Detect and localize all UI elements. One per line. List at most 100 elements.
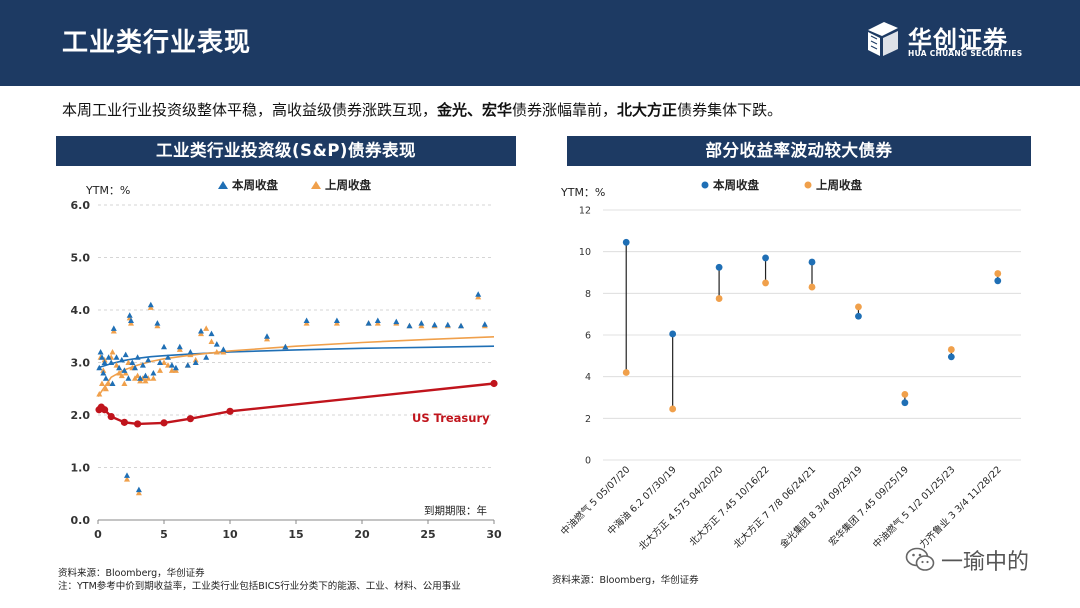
left-legend: 本周收盘 上周收盘 (218, 178, 371, 192)
this-week-point (145, 356, 152, 363)
this-week-point (147, 301, 154, 308)
treasury-point (120, 418, 128, 426)
left-y-tick-label: 1.0 (71, 462, 91, 475)
last-week-point (208, 338, 215, 344)
last-week-point (102, 385, 109, 392)
this-week-point (125, 375, 132, 381)
this-week-point (458, 322, 464, 329)
wechat-icon (905, 547, 935, 571)
header-bar: 工业类行业表现 华创证券 HUA CHUANG SECURITIES (0, 0, 1080, 86)
left-chart-title: 工业类行业投资级(S&P)债券表现 (56, 136, 516, 166)
left-source-note: 资料来源：Bloomberg，华创证券 (58, 568, 205, 579)
this-week-dot (855, 312, 862, 320)
this-week-point (109, 380, 116, 386)
legend-label-last-week: 上周收盘 (325, 178, 371, 192)
legend-label-this-week-r: 本周收盘 (713, 178, 759, 192)
this-week-point (431, 321, 438, 328)
this-week-dot (622, 238, 630, 246)
this-week-point (418, 320, 425, 326)
left-x-tick-label: 20 (354, 528, 370, 540)
logo-cube-icon (868, 22, 898, 56)
right-source-note: 资料来源：Bloomberg，华创证券 (552, 575, 699, 586)
this-week-point (122, 351, 129, 358)
last-week-point (157, 367, 163, 373)
fit-curve (97, 336, 495, 398)
last-week-dot (855, 303, 862, 311)
this-week-point (132, 364, 138, 371)
left-x-axis-label: 到期期限：年 (424, 504, 487, 517)
this-week-point (121, 367, 128, 373)
left-x-tick-label: 0 (94, 528, 102, 540)
this-week-point (282, 343, 289, 350)
left-y-tick-label: 5.0 (71, 252, 91, 265)
left-x-tick-label: 30 (486, 528, 502, 540)
right-y-axis-label: YTM：% (560, 186, 605, 199)
last-week-point (168, 367, 175, 373)
this-week-point (134, 354, 141, 360)
this-week-point (142, 372, 149, 379)
right-category-label: 中油燃气 5 1/2 01/25/23 (870, 464, 957, 551)
last-week-dot (762, 279, 769, 287)
this-week-dot (715, 263, 723, 271)
treasury-point (186, 415, 194, 423)
this-week-point (99, 354, 105, 360)
this-week-point (126, 312, 133, 318)
this-week-point (108, 359, 115, 365)
legend-dot-this-week (701, 181, 709, 189)
left-y-tick-label: 0.0 (71, 514, 91, 527)
left-y-tick-label: 4.0 (71, 304, 91, 317)
ig-bond-scatter-chart: YTM：% 本周收盘 上周收盘 0.0 1.0 2.0 3.0 4.0 5.0 6.0 0 5 1… (71, 178, 502, 540)
legend-dot-last-week (804, 181, 812, 189)
summary-bold-2: 北大方正 (617, 101, 678, 119)
left-y-axis-label: YTM：% (85, 184, 130, 197)
this-week-point (128, 317, 134, 323)
this-week-point (203, 354, 210, 360)
right-y-tick-label: 2 (585, 414, 591, 425)
last-week-point (150, 375, 157, 381)
last-week-dot (715, 295, 723, 302)
last-week-point (113, 362, 120, 368)
last-week-point (161, 359, 167, 365)
last-week-dot (947, 346, 955, 353)
brand-logo: 华创证券 HUA CHUANG SECURITIES (864, 20, 1054, 62)
this-week-point (406, 322, 413, 329)
right-category-label: 北大方正 7.45 10/16/22 (687, 464, 772, 549)
last-week-point (203, 325, 210, 331)
last-week-dot (994, 270, 1002, 277)
right-y-tick-label: 10 (579, 247, 591, 258)
this-week-point (303, 317, 310, 323)
last-week-point (165, 362, 171, 368)
this-week-point (264, 333, 270, 339)
last-week-point (116, 370, 123, 376)
last-week-point (124, 476, 130, 482)
left-x-tick-label: 25 (420, 528, 435, 540)
this-week-point (220, 346, 227, 352)
left-x-tick-label: 10 (222, 528, 238, 540)
right-y-tick-label: 8 (585, 289, 591, 300)
this-week-point (192, 359, 199, 365)
last-week-point (109, 349, 116, 355)
this-week-point (96, 364, 103, 371)
this-week-point (374, 317, 381, 323)
logo-text-cn: 华创证券 (908, 26, 1008, 54)
last-week-point (213, 349, 220, 355)
legend-label-this-week: 本周收盘 (232, 178, 278, 192)
right-category-label: 北大方正 4.575 04/20/20 (636, 464, 725, 553)
right-y-tick-label: 6 (585, 331, 591, 342)
right-legend: 本周收盘 上周收盘 (701, 178, 862, 192)
last-week-point (118, 372, 125, 379)
left-x-tick-label: 15 (288, 528, 303, 540)
us-treasury-label: US Treasury (412, 411, 490, 425)
this-week-dot (994, 277, 1002, 285)
last-week-point (99, 380, 105, 386)
left-y-tick-label: 2.0 (71, 409, 91, 422)
summary-part-1: 本周工业行业投资级整体平稳，高收益级债券涨跌互现， (62, 101, 438, 119)
this-week-point (184, 362, 191, 368)
this-week-point (198, 328, 204, 334)
this-week-point (101, 359, 108, 365)
last-week-point (96, 391, 103, 397)
this-week-dot (808, 258, 816, 266)
this-week-point (475, 291, 482, 297)
this-week-point (165, 354, 171, 360)
